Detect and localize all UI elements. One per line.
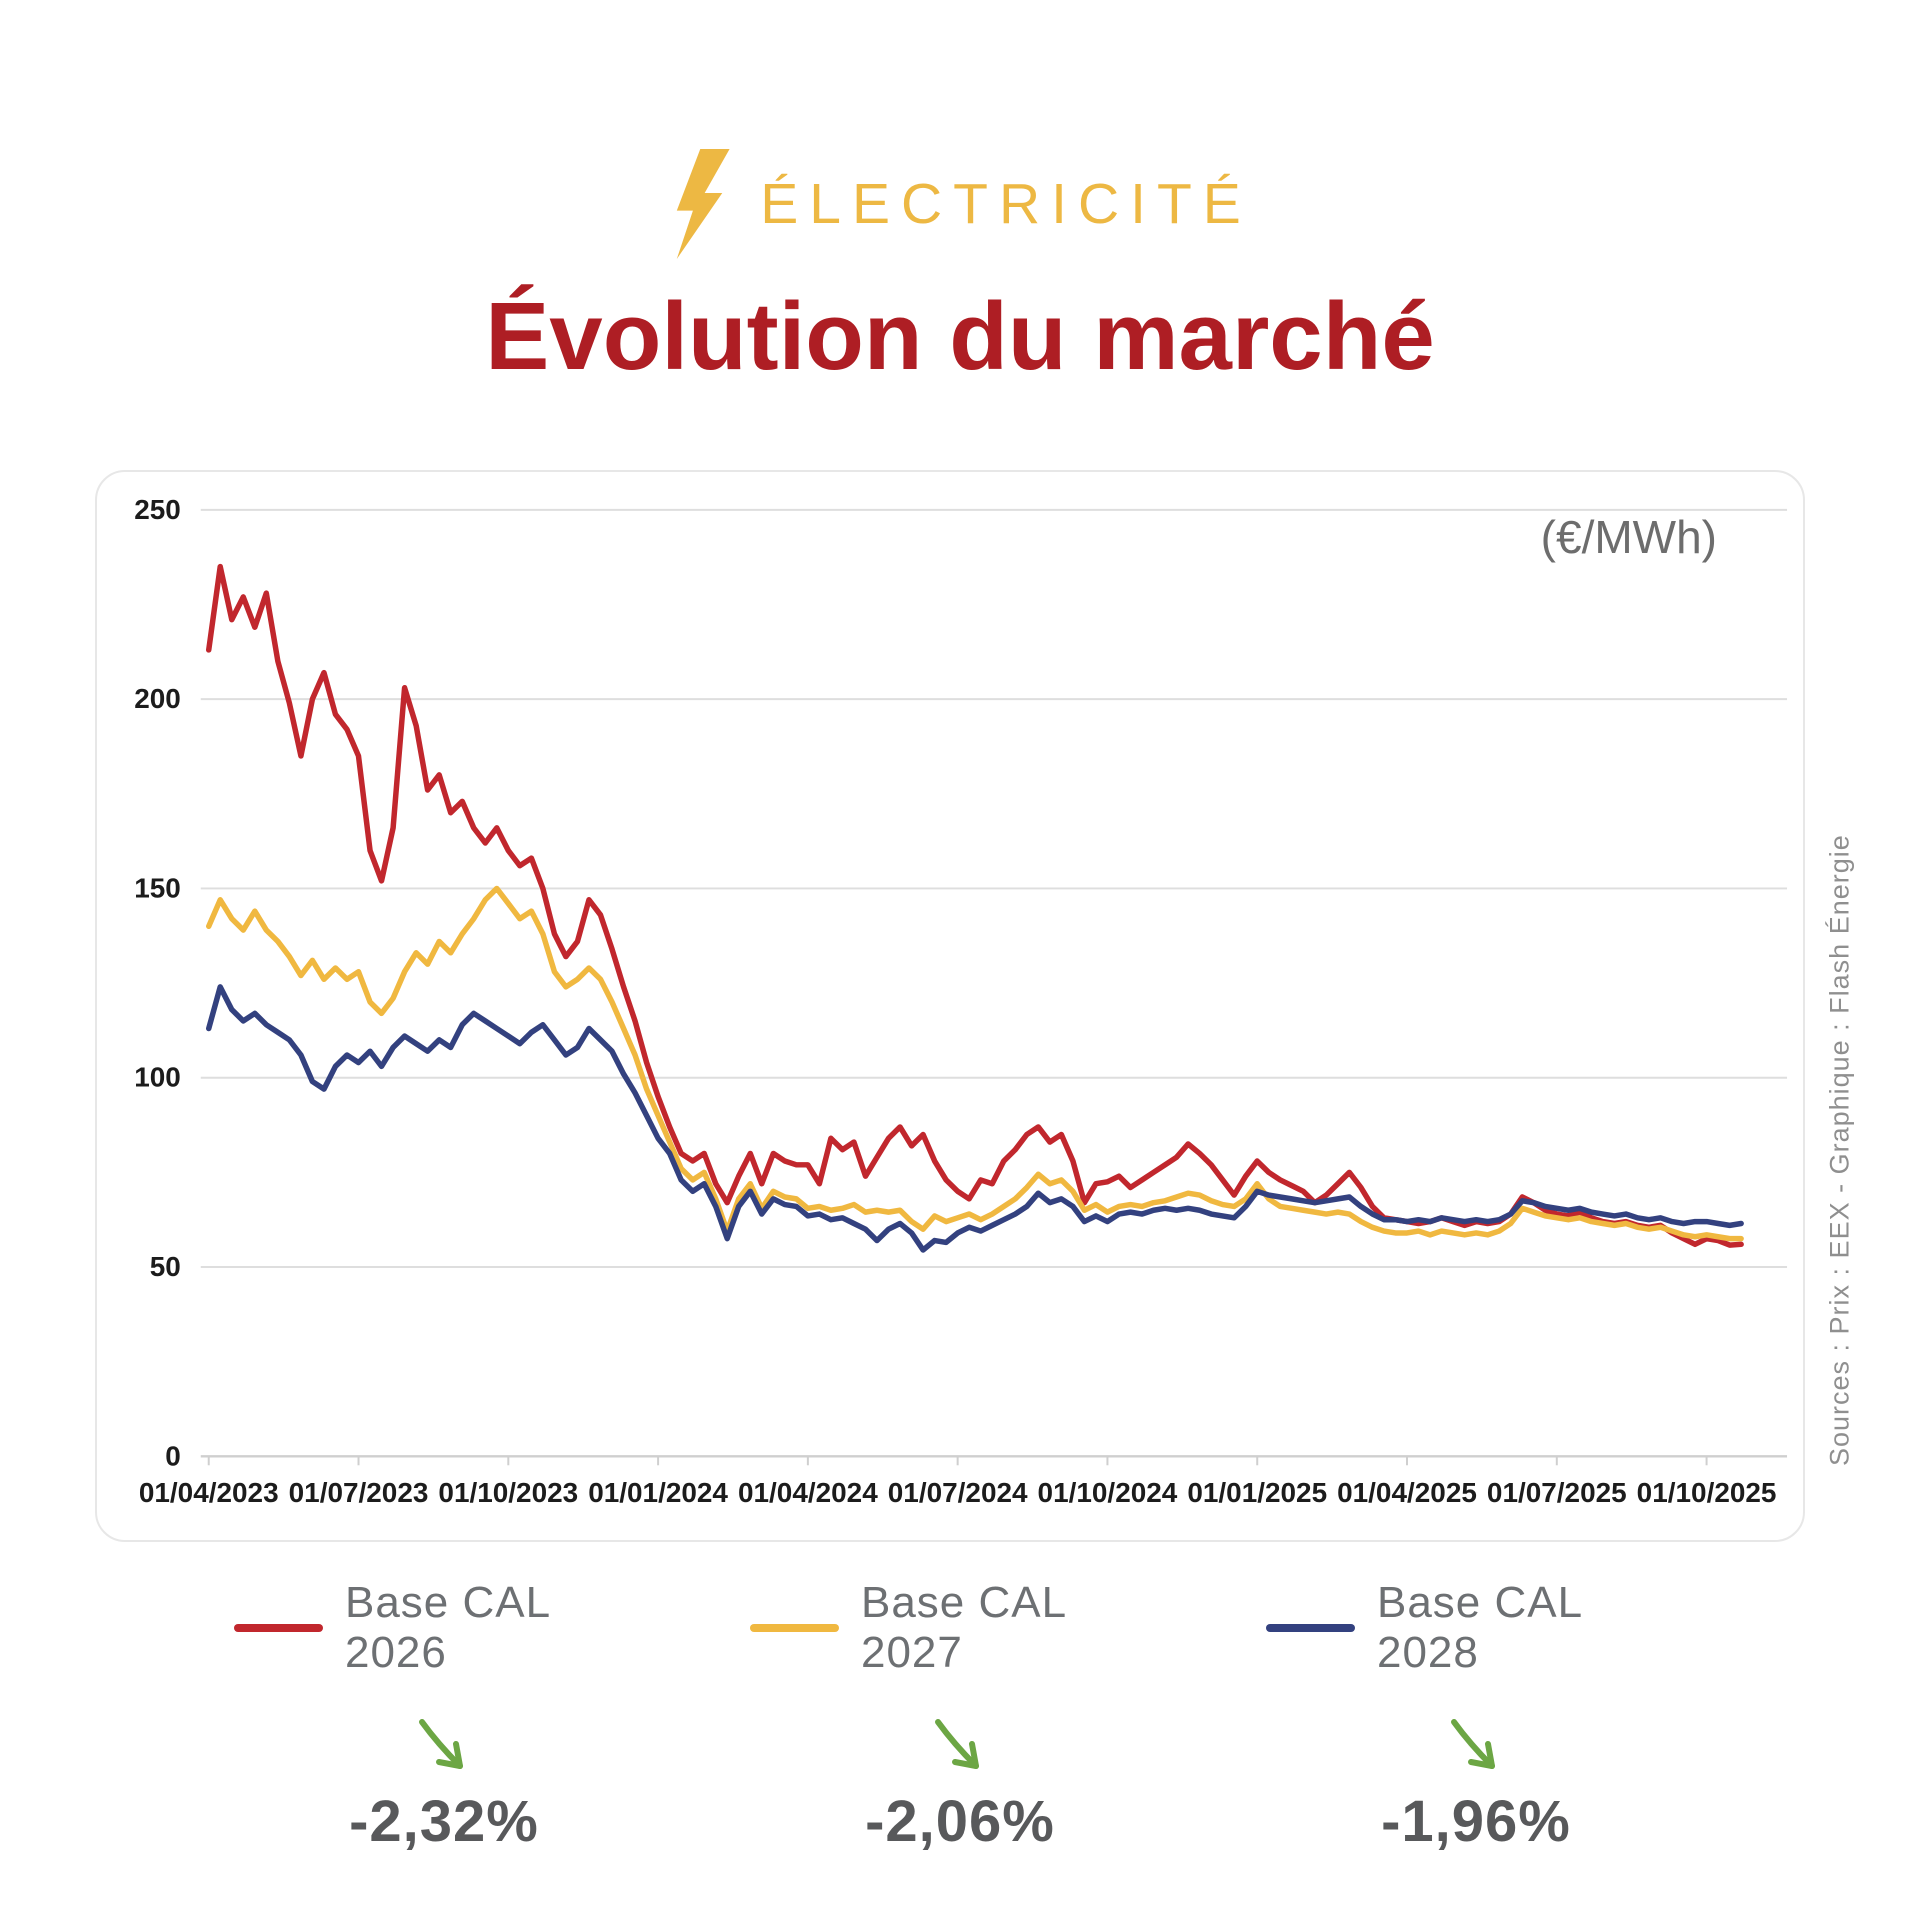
chart-card: 0 50 100 150 200 250 01/04/2023 01/07/2023 01/10… <box>95 470 1805 1542</box>
series-label: Base CAL 2027 <box>860 1578 1066 1677</box>
svg-text:01/04/2025: 01/04/2025 <box>1337 1477 1477 1508</box>
sources-credit: Sources : Prix : EEX - Graphique : Flash… <box>1824 834 1855 1466</box>
trend-down-arrow-icon <box>419 1719 463 1769</box>
series-swatch-red <box>234 1624 323 1632</box>
svg-text:100: 100 <box>134 1062 181 1093</box>
series-swatch-blue <box>1266 1624 1355 1632</box>
svg-text:150: 150 <box>134 872 181 903</box>
page-title: Évolution du marché <box>485 283 1435 390</box>
svg-text:01/07/2024: 01/07/2024 <box>888 1477 1028 1508</box>
legend-item: Base CAL 2028 <box>1266 1578 1686 1678</box>
legend-group-cal-2026: Base CAL 2026 -2,32% <box>234 1578 654 1855</box>
series-label: Base CAL 2026 <box>344 1578 550 1677</box>
series-label: Base CAL 2028 <box>1376 1578 1582 1677</box>
svg-text:01/01/2025: 01/01/2025 <box>1187 1477 1327 1508</box>
legend-item: Base CAL 2027 <box>750 1578 1170 1678</box>
svg-text:01/10/2024: 01/10/2024 <box>1038 1477 1178 1508</box>
variation-value: -2,32% <box>349 1789 539 1854</box>
variation-value: -1,96% <box>1381 1789 1571 1854</box>
svg-text:01/07/2025: 01/07/2025 <box>1487 1477 1627 1508</box>
svg-text:200: 200 <box>134 683 181 714</box>
svg-text:01/10/2025: 01/10/2025 <box>1637 1477 1777 1508</box>
legend-row: Base CAL 2026 -2,32% Base CAL 2027 -2,06… <box>0 1578 1920 1855</box>
svg-text:01/04/2024: 01/04/2024 <box>738 1477 878 1508</box>
trend-down-arrow-icon <box>1451 1719 1495 1769</box>
variation-value: -2,06% <box>865 1789 1055 1854</box>
svg-text:01/10/2023: 01/10/2023 <box>438 1477 578 1508</box>
svg-text:0: 0 <box>165 1440 181 1471</box>
section-kicker: ÉLECTRICITÉ <box>760 172 1252 236</box>
legend-item: Base CAL 2026 <box>234 1578 654 1678</box>
svg-text:250: 250 <box>134 494 181 525</box>
svg-text:01/07/2023: 01/07/2023 <box>289 1477 429 1508</box>
trend-down-arrow-icon <box>935 1719 979 1769</box>
lightning-bolt-icon <box>677 149 730 259</box>
header-kicker-row: ÉLECTRICITÉ <box>0 148 1920 260</box>
series-swatch-yellow <box>750 1624 839 1632</box>
legend-group-cal-2027: Base CAL 2027 -2,06% <box>750 1578 1170 1855</box>
svg-text:50: 50 <box>150 1251 181 1282</box>
svg-text:01/01/2024: 01/01/2024 <box>588 1477 728 1508</box>
svg-text:01/04/2023: 01/04/2023 <box>139 1477 279 1508</box>
unit-label: (€/MWh) <box>1540 511 1717 563</box>
legend-group-cal-2028: Base CAL 2028 -1,96% <box>1266 1578 1686 1855</box>
market-chart: 0 50 100 150 200 250 01/04/2023 01/07/2023 01/10… <box>134 494 1788 1508</box>
